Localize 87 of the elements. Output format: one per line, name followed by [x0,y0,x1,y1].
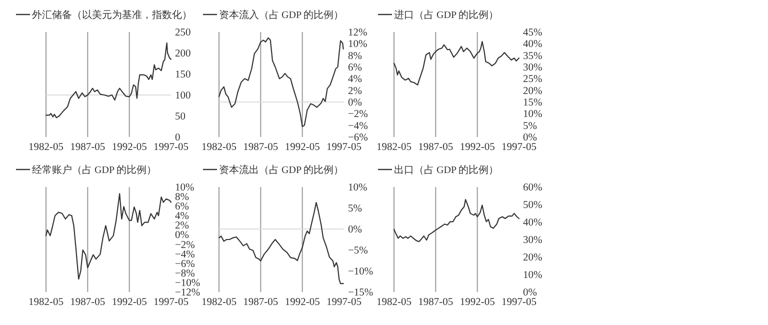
y-tick-label: 25% [523,74,542,86]
y-tick-label: 6% [348,62,362,74]
y-tick-label: 30% [523,62,542,74]
legend-label: 资本流出（占 GDP 的比例） [219,164,344,176]
y-tick-label: 150 [175,70,191,80]
x-tick-label: 1987-05 [418,142,454,153]
y-tick-label: 10% [523,109,542,120]
x-tick-label: 1992-05 [112,297,147,308]
line-series [393,41,520,86]
x-tick-label: 1997-05 [502,142,536,153]
y-tick-label: 35% [523,50,542,62]
y-tick-label: 10% [348,39,368,50]
y-tick-label: 50 [175,112,186,122]
y-tick-label: 0% [175,230,190,242]
y-tick-label: −12% [175,288,200,298]
legend-label: 进口（占 GDP 的比例） [394,9,499,21]
y-tick-label: 2% [348,86,362,97]
y-tick-label: 40% [523,39,542,50]
x-tick-label: 1982-05 [202,297,236,308]
y-tick-label: 50% [523,200,542,211]
y-tick-label: 60% [523,182,542,194]
x-tick-label: 1997-05 [502,297,536,308]
x-tick-label: 1992-05 [460,142,495,153]
line-series [45,42,172,118]
x-tick-label: 1992-05 [284,297,320,308]
y-tick-label: −2% [175,240,196,251]
y-tick-label: −10% [348,266,374,278]
y-tick-label: −10% [175,278,200,289]
x-tick-label: 1992-05 [460,297,495,308]
y-tick-label: 100 [175,90,191,102]
x-tick-label: 1997-05 [154,142,188,153]
legend-label: 经常账户（占 GDP 的比例） [32,164,157,176]
y-tick-label: 10% [348,182,368,194]
y-tick-label: −8% [175,268,196,280]
y-tick-label: −6% [175,258,196,270]
y-tick-label: 5% [523,120,538,132]
y-tick-label: 45% [523,28,542,38]
y-tick-label: −2% [348,109,368,120]
y-tick-label: −15% [348,288,374,298]
y-tick-label: −6% [348,132,368,144]
y-tick-label: 30% [523,235,542,246]
y-tick-label: 0% [523,288,538,298]
x-tick-label: 1987-05 [70,142,106,153]
y-tick-label: −4% [175,249,196,260]
x-tick-label: 1987-05 [418,297,454,308]
x-tick-label: 1987-05 [243,142,278,153]
x-tick-label: 1987-05 [243,297,278,308]
y-tick-label: 8% [175,192,190,204]
y-tick-label: −4% [348,120,368,132]
x-tick-label: 1982-05 [202,142,236,153]
y-tick-label: 20% [523,86,542,97]
line-series [45,193,172,280]
legend-label: 资本流入（占 GDP 的比例） [219,9,344,21]
x-tick-label: 1997-05 [326,297,362,308]
x-tick-label: 1982-05 [28,297,64,308]
x-tick-label: 1992-05 [112,142,147,153]
y-tick-label: −5% [348,246,368,256]
x-tick-label: 1982-05 [28,142,64,153]
y-tick-label: 4% [348,74,362,86]
y-tick-label: 0% [348,224,362,236]
y-tick-label: 10% [175,182,194,194]
y-tick-label: 12% [348,28,368,38]
y-tick-label: 15% [523,98,542,108]
y-tick-label: 10% [523,270,542,281]
y-tick-label: 8% [348,50,362,62]
y-tick-label: 200 [175,48,191,60]
y-tick-label: 40% [523,218,542,228]
y-tick-label: 5% [348,204,362,214]
x-tick-label: 1997-05 [326,142,362,153]
y-tick-label: 20% [523,252,542,264]
x-tick-label: 1992-05 [284,142,320,153]
legend-label: 出口（占 GDP 的比例） [394,164,499,176]
x-tick-label: 1987-05 [70,297,106,308]
y-tick-label: 4% [175,211,190,222]
y-tick-label: 0% [348,98,362,108]
y-tick-label: 2% [175,220,190,232]
y-tick-label: 6% [175,202,190,213]
line-series [218,202,344,284]
legend-label: 外汇储备（以美元为基准，指数化） [32,9,192,21]
y-tick-label: 0% [523,132,538,144]
line-series [393,199,520,242]
y-tick-label: 0 [175,132,180,144]
x-tick-label: 1997-05 [154,297,188,308]
line-series [218,37,344,128]
x-tick-label: 1982-05 [376,297,412,308]
x-tick-label: 1982-05 [376,142,412,153]
y-tick-label: 250 [175,28,191,38]
